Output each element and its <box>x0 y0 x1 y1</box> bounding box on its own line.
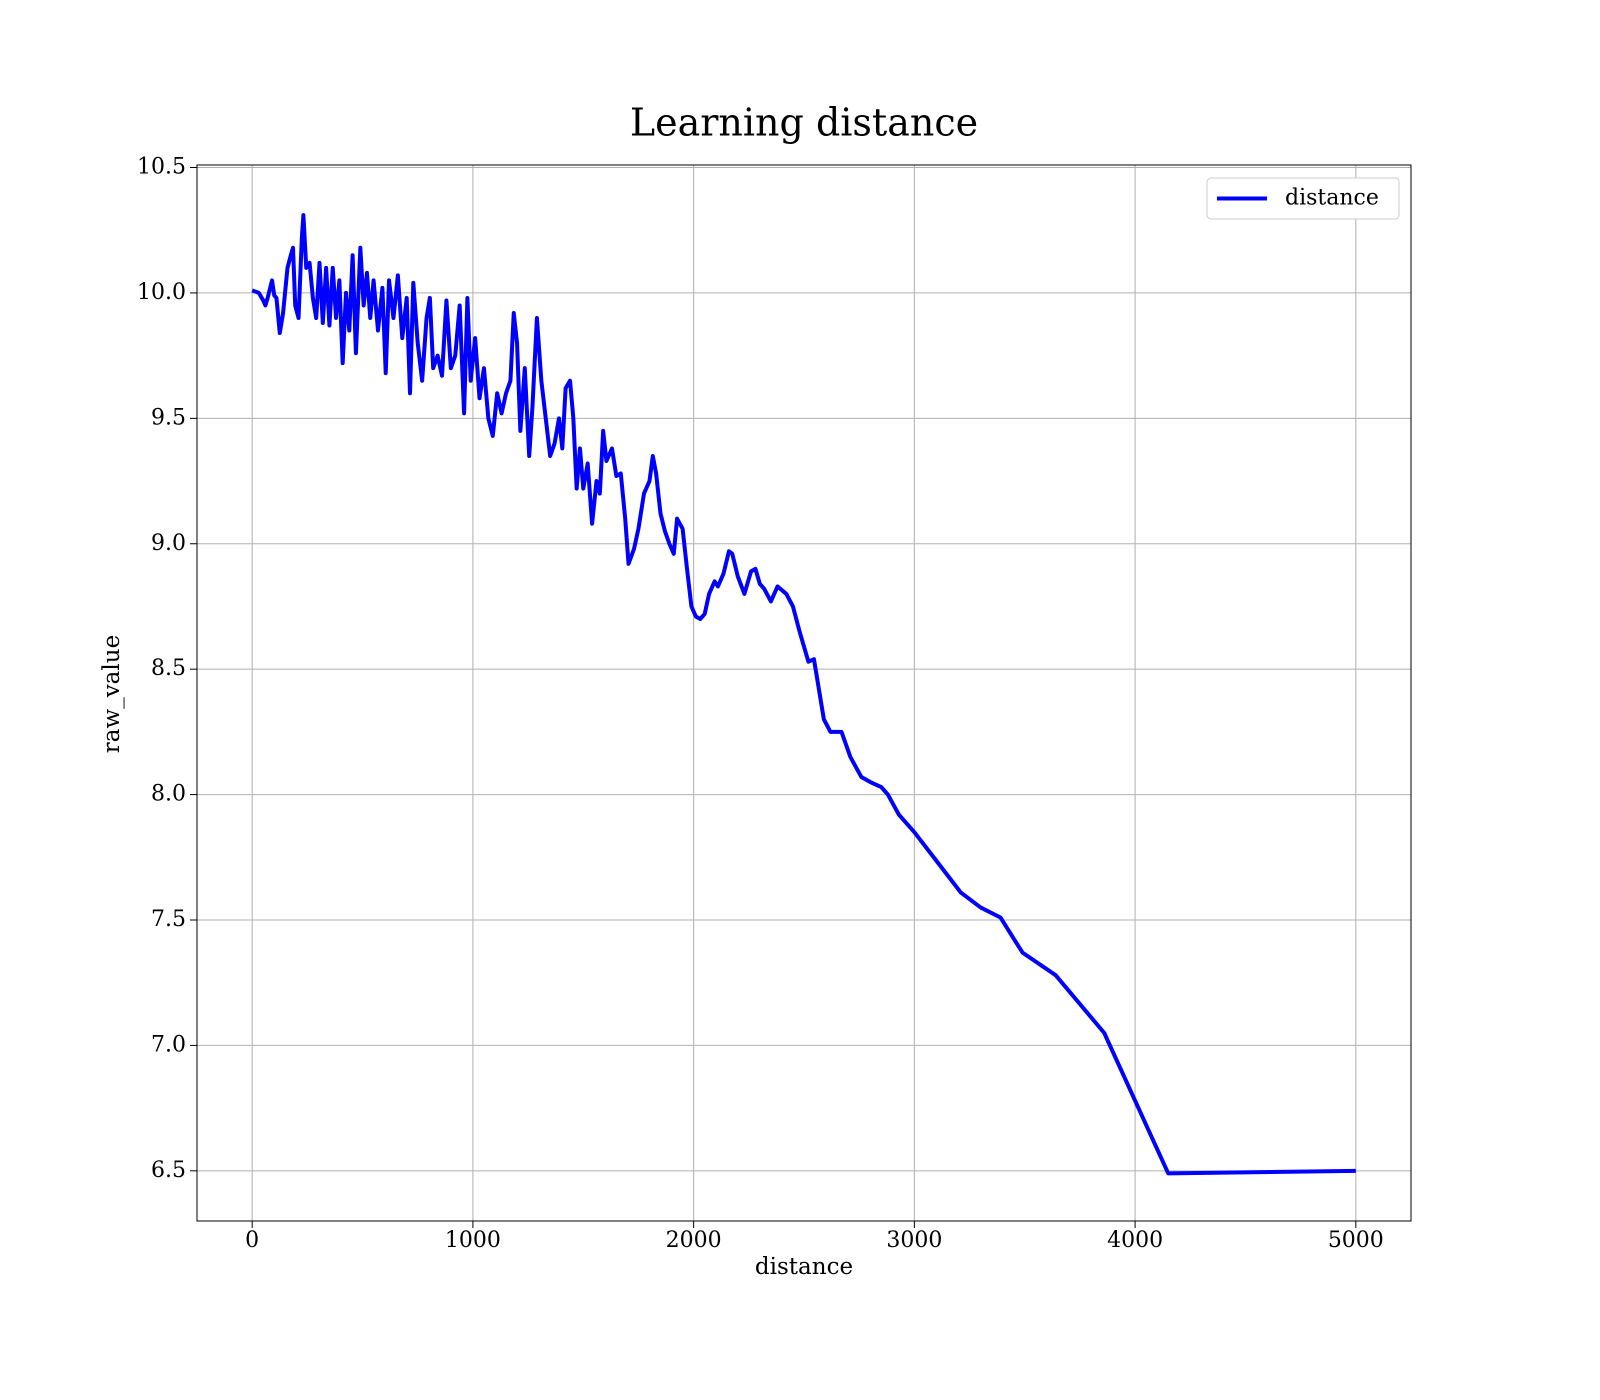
y-tick-label: 8.0 <box>151 782 186 807</box>
y-tick-label: 8.5 <box>151 656 186 681</box>
chart-title: Learning distance <box>630 101 978 145</box>
y-tick-label: 9.0 <box>151 531 186 556</box>
x-tick-label: 3000 <box>886 1228 942 1253</box>
line <box>251 213 1356 1176</box>
y-tick-label: 9.5 <box>151 405 186 430</box>
x-tick-label: 5000 <box>1328 1228 1384 1253</box>
legend-label: distance <box>1285 186 1379 211</box>
y-tick-label: 7.0 <box>151 1032 186 1057</box>
x-tick-label: 4000 <box>1107 1228 1163 1253</box>
y-tick-label: 6.5 <box>151 1158 186 1183</box>
axes-frame <box>196 164 1412 1222</box>
y-axis-label: raw_value <box>99 635 125 753</box>
x-tick-label: 0 <box>245 1228 259 1253</box>
y-tick-label: 7.5 <box>151 907 186 932</box>
x-tick-label: 2000 <box>666 1228 722 1253</box>
legend-box <box>1206 177 1400 220</box>
x-tick-label: 1000 <box>445 1228 501 1253</box>
x-axis-label: distance <box>755 1254 853 1280</box>
y-tick-label: 10.5 <box>137 155 186 180</box>
y-tick-label: 10.0 <box>137 280 186 305</box>
